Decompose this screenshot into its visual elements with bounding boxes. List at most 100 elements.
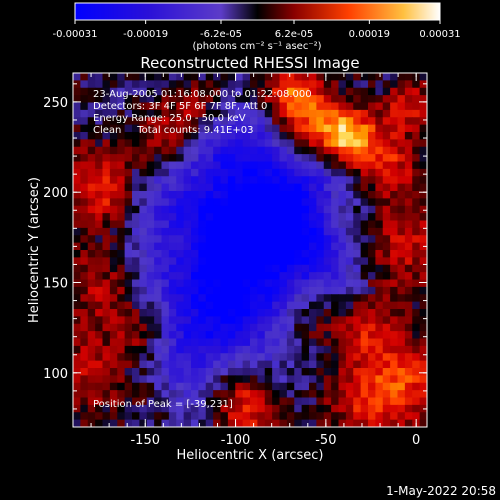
heatmap-cell <box>87 191 96 199</box>
heatmap-cell <box>279 345 288 354</box>
heatmap-cell <box>338 235 347 244</box>
heatmap-cell <box>198 154 207 163</box>
heatmap-cell <box>213 331 222 340</box>
heatmap-cell <box>301 124 310 133</box>
heatmap-cell <box>161 257 170 266</box>
heatmap-cell <box>154 220 163 229</box>
heatmap-cell <box>154 213 163 222</box>
heatmap-cell <box>227 286 236 295</box>
heatmap-cell <box>176 419 185 427</box>
heatmap-cell <box>309 161 317 170</box>
heatmap-cell <box>375 353 384 362</box>
heatmap-cell <box>161 412 170 421</box>
heatmap-cell <box>198 176 207 185</box>
heatmap-cell <box>404 227 413 236</box>
heatmap-cell <box>235 250 244 258</box>
heatmap-cell <box>301 272 310 281</box>
heatmap-cell <box>176 198 185 207</box>
heatmap-cell <box>345 198 354 207</box>
heatmap-cell <box>73 264 81 273</box>
heatmap-cell <box>412 205 421 214</box>
heatmap-cell <box>272 183 281 192</box>
heatmap-cell <box>323 117 332 126</box>
annotation-energy: Energy Range: 25.0 - 50.0 keV <box>93 113 246 124</box>
heatmap-cell <box>154 168 163 177</box>
heatmap-cell <box>353 191 362 199</box>
heatmap-cell <box>154 205 163 214</box>
heatmap-cell <box>264 198 273 207</box>
heatmap-cell <box>390 412 399 421</box>
heatmap-cell <box>176 191 185 199</box>
heatmap-cell <box>213 345 222 354</box>
heatmap-cell <box>419 146 427 155</box>
heatmap-cell <box>95 390 104 399</box>
heatmap-cell <box>139 412 148 421</box>
heatmap-cell <box>250 95 258 104</box>
heatmap-cell <box>353 73 362 81</box>
heatmap-cell <box>176 102 185 111</box>
heatmap-cell <box>390 286 399 295</box>
heatmap-cell <box>412 220 421 229</box>
heatmap-cell <box>168 191 177 199</box>
heatmap-cell <box>375 80 384 89</box>
heatmap-cell <box>390 294 399 303</box>
heatmap-cell <box>176 117 185 126</box>
heatmap-cell <box>360 242 369 251</box>
heatmap-cell <box>294 146 303 155</box>
heatmap-cell <box>412 109 421 118</box>
heatmap-cell <box>80 404 89 413</box>
heatmap-cell <box>242 73 251 81</box>
heatmap-cell <box>331 404 340 413</box>
heatmap-cell <box>213 242 222 251</box>
heatmap-cell <box>198 412 207 421</box>
heatmap-cell <box>272 117 281 126</box>
heatmap-cell <box>294 375 303 384</box>
heatmap-cell <box>132 102 140 111</box>
heatmap-cell <box>73 272 81 281</box>
heatmap-cell <box>353 154 362 163</box>
heatmap-cell <box>176 257 185 266</box>
heatmap-cell <box>146 368 155 376</box>
heatmap-cell <box>161 309 170 317</box>
heatmap-cell <box>412 390 421 399</box>
heatmap-cell <box>338 316 347 325</box>
heatmap-cell <box>213 323 222 332</box>
heatmap-cell <box>368 250 376 258</box>
heatmap-cell <box>375 345 384 354</box>
heatmap-cell <box>205 117 214 126</box>
heatmap-cell <box>205 390 214 399</box>
heatmap-cell <box>257 176 266 185</box>
heatmap-cell <box>419 176 427 185</box>
heatmap-cell <box>73 235 81 244</box>
heatmap-cell <box>338 331 347 340</box>
heatmap-cell <box>286 132 295 140</box>
heatmap-cell <box>87 419 96 427</box>
heatmap-cell <box>368 168 376 177</box>
heatmap-cell <box>294 73 303 81</box>
heatmap-cell <box>338 309 347 317</box>
heatmap-cell <box>331 80 340 89</box>
heatmap-cell <box>191 272 199 281</box>
heatmap-cell <box>368 375 376 384</box>
heatmap-cell <box>286 360 295 369</box>
heatmap-cell <box>309 124 317 133</box>
heatmap-cell <box>264 227 273 236</box>
heatmap-cell <box>279 227 288 236</box>
heatmap-cell <box>257 301 266 310</box>
heatmap-cell <box>353 412 362 421</box>
heatmap-cell <box>205 250 214 258</box>
heatmap-cell <box>404 345 413 354</box>
heatmap-cell <box>139 368 148 376</box>
heatmap-cell <box>73 124 81 133</box>
heatmap-cell <box>154 338 163 347</box>
heatmap-cell <box>80 242 89 251</box>
heatmap-cell <box>183 213 192 222</box>
heatmap-cell <box>154 176 163 185</box>
heatmap-cell <box>419 161 427 170</box>
heatmap-cell <box>250 176 258 185</box>
heatmap-cell <box>198 109 207 118</box>
heatmap-cell <box>73 198 81 207</box>
heatmap-cell <box>198 294 207 303</box>
heatmap-cell <box>353 168 362 177</box>
heatmap-cell <box>257 95 266 104</box>
